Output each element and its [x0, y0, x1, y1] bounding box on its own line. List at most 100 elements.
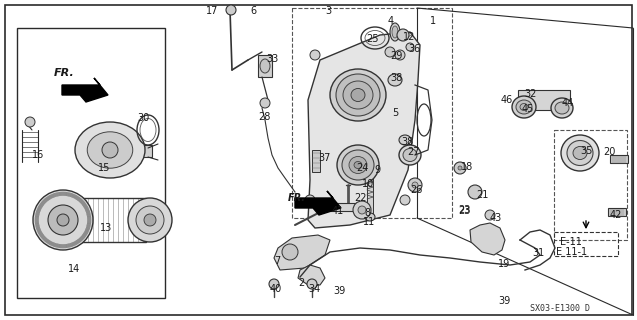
Bar [554, 232, 618, 256]
Ellipse shape [516, 100, 532, 114]
Text: 13: 13 [100, 223, 112, 233]
Polygon shape [62, 78, 108, 102]
Text: 34: 34 [308, 284, 320, 294]
Text: 39: 39 [498, 296, 510, 306]
Text: FR.: FR. [288, 193, 306, 203]
Bar [17, 28, 165, 298]
Ellipse shape [336, 74, 380, 116]
Text: 6: 6 [250, 6, 256, 16]
Text: 15: 15 [98, 163, 110, 173]
Circle shape [226, 5, 236, 15]
Ellipse shape [354, 162, 362, 169]
Text: 40: 40 [270, 284, 282, 294]
Circle shape [128, 198, 172, 242]
Text: 23: 23 [458, 206, 470, 216]
Circle shape [408, 178, 422, 192]
Ellipse shape [330, 69, 386, 121]
Circle shape [269, 279, 279, 289]
Ellipse shape [87, 132, 132, 168]
Bar [610, 155, 628, 163]
Ellipse shape [365, 213, 375, 221]
Text: 5: 5 [392, 108, 398, 118]
Circle shape [458, 166, 462, 170]
Circle shape [395, 50, 405, 60]
Text: 12: 12 [403, 32, 415, 42]
Circle shape [385, 47, 395, 57]
Bar [608, 208, 626, 216]
Text: 22: 22 [354, 193, 366, 203]
Text: 45: 45 [522, 104, 534, 114]
Polygon shape [470, 223, 505, 255]
Text: 43: 43 [490, 213, 502, 223]
Ellipse shape [388, 74, 402, 86]
Text: 36: 36 [408, 44, 420, 54]
Circle shape [397, 29, 409, 41]
Text: 2: 2 [298, 278, 304, 288]
Bar [354, 158, 360, 176]
Bar [554, 130, 627, 240]
Text: 16: 16 [32, 150, 44, 160]
Text: 23: 23 [458, 205, 470, 215]
Ellipse shape [399, 145, 421, 165]
Ellipse shape [75, 122, 145, 178]
Text: 27: 27 [407, 147, 420, 157]
Polygon shape [308, 32, 420, 228]
Text: 19: 19 [498, 259, 510, 269]
Text: 38: 38 [390, 73, 402, 83]
Ellipse shape [512, 96, 536, 118]
Text: 46: 46 [501, 95, 513, 105]
Text: 28: 28 [258, 112, 270, 122]
Text: 7: 7 [274, 256, 280, 266]
Bar [292, 8, 452, 218]
Text: 31: 31 [532, 248, 544, 258]
Text: 37: 37 [318, 153, 331, 163]
Bar [367, 165, 373, 215]
Ellipse shape [260, 59, 270, 73]
Text: E-11: E-11 [560, 237, 582, 247]
Circle shape [57, 214, 69, 226]
Text: E 11-1: E 11-1 [556, 247, 587, 257]
Text: 1: 1 [430, 16, 436, 26]
Text: 4: 4 [388, 16, 394, 26]
Ellipse shape [573, 147, 587, 159]
Bar [330, 203, 358, 211]
Circle shape [144, 214, 156, 226]
Ellipse shape [337, 145, 379, 185]
Text: 33: 33 [266, 54, 278, 64]
Ellipse shape [520, 103, 528, 110]
Text: 17: 17 [206, 6, 218, 16]
Text: 24: 24 [356, 163, 368, 173]
Text: 8: 8 [364, 208, 370, 218]
Circle shape [310, 50, 320, 60]
Bar [518, 90, 570, 110]
Circle shape [412, 182, 418, 188]
Circle shape [33, 190, 93, 250]
Text: 35: 35 [580, 146, 592, 156]
Ellipse shape [342, 150, 374, 180]
Text: 39: 39 [333, 286, 345, 296]
Text: 10: 10 [362, 179, 375, 189]
Text: 38: 38 [401, 137, 413, 147]
Ellipse shape [343, 81, 373, 109]
Text: 21: 21 [476, 190, 489, 200]
Circle shape [468, 185, 482, 199]
Ellipse shape [551, 98, 573, 118]
Circle shape [454, 162, 466, 174]
Circle shape [353, 201, 371, 219]
Ellipse shape [392, 26, 398, 38]
Circle shape [358, 206, 366, 214]
Ellipse shape [399, 135, 411, 145]
Circle shape [102, 142, 118, 158]
Circle shape [260, 98, 270, 108]
Polygon shape [295, 191, 341, 215]
Circle shape [305, 195, 315, 205]
Bar [258, 55, 272, 77]
Text: 14: 14 [68, 264, 80, 274]
Ellipse shape [555, 102, 569, 114]
Text: 32: 32 [524, 89, 536, 99]
Circle shape [406, 43, 414, 51]
Text: 11: 11 [363, 217, 375, 227]
Text: 30: 30 [137, 113, 149, 123]
Polygon shape [274, 235, 330, 270]
Polygon shape [298, 265, 325, 285]
